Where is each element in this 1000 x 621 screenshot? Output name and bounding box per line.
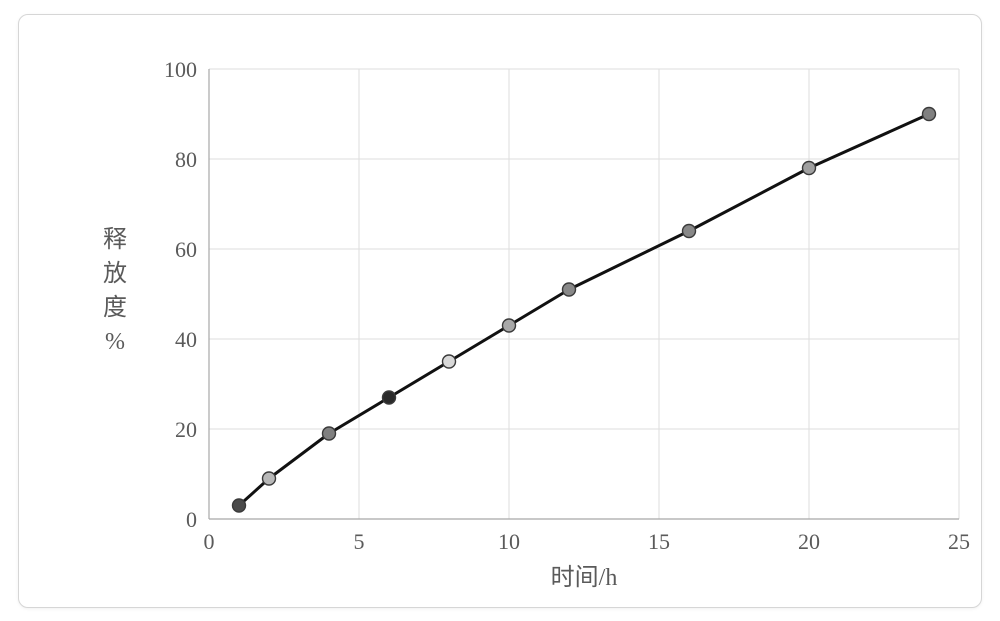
data-point: [323, 427, 336, 440]
x-tick-label: 10: [498, 529, 520, 554]
y-tick-labels: 0 20 40 60 80 100: [164, 57, 197, 532]
y-axis-title-char: 度: [103, 294, 127, 321]
y-tick-label: 60: [175, 237, 197, 262]
x-tick-label: 0: [204, 529, 215, 554]
y-tick-label: 80: [175, 147, 197, 172]
axes: [209, 69, 959, 519]
y-axis-title: 释放度%: [103, 226, 127, 355]
data-point: [923, 108, 936, 121]
data-point: [803, 162, 816, 175]
series-line-group: [239, 114, 929, 506]
y-axis-title-char: 释: [103, 226, 127, 253]
series-line: [239, 114, 929, 506]
y-tick-label: 100: [164, 57, 197, 82]
grid: [209, 69, 959, 519]
y-tick-label: 40: [175, 327, 197, 352]
y-axis-title-char: %: [105, 329, 125, 355]
data-point: [383, 391, 396, 404]
data-point: [443, 355, 456, 368]
data-point: [233, 499, 246, 512]
chart-panel: 0 5 10 15 20 25 0 20 40 60 80 100 释放度% 时间/h: [18, 14, 982, 608]
data-point: [263, 472, 276, 485]
y-axis-title-char: 放: [103, 260, 127, 287]
x-tick-label: 15: [648, 529, 670, 554]
x-tick-label: 25: [948, 529, 970, 554]
data-point: [503, 319, 516, 332]
x-tick-label: 20: [798, 529, 820, 554]
y-tick-label: 0: [186, 507, 197, 532]
x-tick-label: 5: [354, 529, 365, 554]
x-axis-title: 时间/h: [551, 564, 618, 591]
data-point: [563, 283, 576, 296]
y-tick-label: 20: [175, 417, 197, 442]
x-tick-labels: 0 5 10 15 20 25: [204, 529, 971, 554]
chart-svg: 0 5 10 15 20 25 0 20 40 60 80 100 释放度% 时间/h: [19, 15, 981, 607]
data-point: [683, 225, 696, 238]
series-markers: [233, 108, 936, 513]
